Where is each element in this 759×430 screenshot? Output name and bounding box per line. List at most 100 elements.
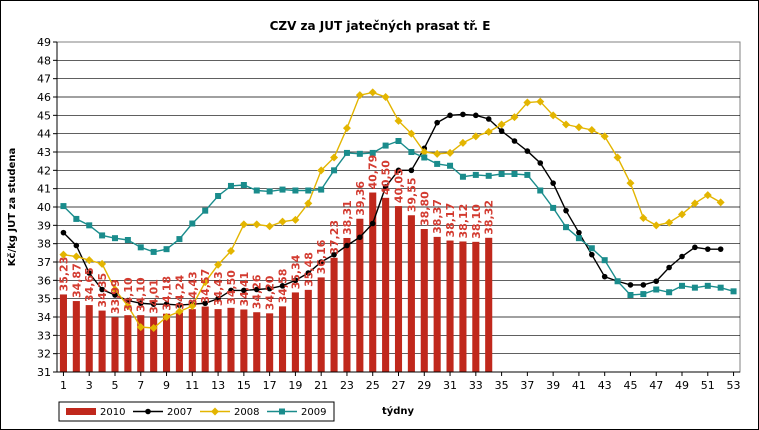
bar-2010 <box>291 292 299 372</box>
point-2008 <box>407 129 416 138</box>
x-tick-label: 11 <box>185 379 199 392</box>
point-2007 <box>60 229 67 236</box>
bar-2010 <box>137 315 145 372</box>
y-tick-label: 40 <box>37 201 51 214</box>
point-2009 <box>679 282 686 289</box>
point-2007 <box>73 242 80 249</box>
point-2009 <box>266 188 273 195</box>
y-tick-label: 31 <box>37 366 51 379</box>
point-2008 <box>716 198 725 207</box>
bar-2010 <box>304 289 312 372</box>
bar-2010 <box>407 215 415 372</box>
point-2008 <box>458 138 467 147</box>
point-2008 <box>291 215 300 224</box>
legend-marker-2007 <box>145 408 151 415</box>
point-2007 <box>202 300 208 307</box>
point-2009 <box>537 187 544 194</box>
point-2007 <box>382 184 389 190</box>
bar-data-label: 34,65 <box>83 267 96 302</box>
y-tick-label: 35 <box>37 293 51 306</box>
point-2008 <box>703 191 712 200</box>
x-tick-label: 1 <box>60 379 67 392</box>
x-tick-label: 9 <box>163 379 170 392</box>
point-2007 <box>125 297 131 304</box>
point-2008 <box>59 250 68 259</box>
point-2008 <box>639 214 648 222</box>
point-2007 <box>563 207 569 214</box>
point-2007 <box>86 270 93 276</box>
bar-data-label: 34,26 <box>251 274 264 309</box>
x-tick-label: 31 <box>443 379 457 392</box>
point-2009 <box>614 278 621 285</box>
y-tick-label: 36 <box>37 274 51 287</box>
point-2007 <box>150 301 157 307</box>
bar-2010 <box>382 197 390 372</box>
point-2007 <box>640 282 647 288</box>
legend-label-2008: 2008 <box>234 407 259 418</box>
point-2009 <box>575 235 582 242</box>
bar-data-label: 35,23 <box>57 257 70 292</box>
bar-data-label: 38,17 <box>444 203 457 238</box>
point-2008 <box>536 97 545 106</box>
point-2009 <box>318 186 325 193</box>
point-2007 <box>434 119 440 126</box>
point-2009 <box>588 245 595 252</box>
point-2009 <box>601 257 608 264</box>
point-2009 <box>408 149 415 155</box>
point-2009 <box>111 235 118 242</box>
bar-data-label: 34,43 <box>212 271 225 306</box>
point-2009 <box>124 237 131 243</box>
point-2008 <box>471 132 480 141</box>
point-2009 <box>73 215 80 222</box>
point-2007 <box>266 285 273 292</box>
point-2007 <box>279 283 286 289</box>
bar-2010 <box>175 312 183 372</box>
bar-2010 <box>72 301 80 372</box>
x-tick-label: 19 <box>288 379 302 392</box>
y-axis-ticks: 31 32 33 34 35 36 37 38 39 40 41 42 43 44 45 46 47 48 49 <box>37 36 58 379</box>
point-2008 <box>342 124 351 133</box>
point-2009 <box>395 138 402 144</box>
point-2007 <box>318 259 324 265</box>
x-tick-label: 49 <box>675 379 689 392</box>
bar-data-label: 38,12 <box>457 204 470 239</box>
point-2007 <box>99 286 105 293</box>
bar-2010 <box>240 309 248 372</box>
point-2009 <box>627 292 634 298</box>
point-2007 <box>601 273 608 280</box>
bar-2010 <box>111 317 119 372</box>
point-2007 <box>395 167 402 174</box>
point-2007 <box>704 246 711 252</box>
x-tick-label: 43 <box>598 379 612 392</box>
point-2007 <box>460 111 466 118</box>
bar-data-label: 38,37 <box>431 199 444 234</box>
point-2007 <box>163 301 170 307</box>
point-2009 <box>86 222 93 229</box>
point-2008 <box>600 132 609 141</box>
point-2008 <box>574 123 583 132</box>
point-2008 <box>226 247 235 255</box>
x-tick-label: 25 <box>366 379 380 392</box>
point-2009 <box>253 187 260 194</box>
point-2008 <box>214 260 223 269</box>
y-tick-label: 39 <box>37 219 51 232</box>
x-tick-label: 27 <box>392 379 406 392</box>
point-2008 <box>562 120 571 129</box>
point-2007 <box>473 112 479 119</box>
point-2008 <box>446 148 455 157</box>
legend-marker-2008 <box>211 407 219 416</box>
bar-2010 <box>162 313 171 372</box>
point-2009 <box>305 187 312 194</box>
bar-data-label: 38,32 <box>483 200 496 235</box>
point-2009 <box>666 289 673 296</box>
bar-2010 <box>446 240 454 372</box>
point-2009 <box>227 182 234 189</box>
y-tick-label: 42 <box>37 164 51 177</box>
bar-2010 <box>124 315 132 372</box>
bar-data-label: 40,79 <box>367 155 380 190</box>
bar-2010 <box>459 241 467 372</box>
bar-data-label: 34,20 <box>264 275 277 310</box>
bar-2010 <box>472 241 480 372</box>
bar-data-label: 35,48 <box>302 252 315 287</box>
y-tick-label: 34 <box>37 311 51 324</box>
